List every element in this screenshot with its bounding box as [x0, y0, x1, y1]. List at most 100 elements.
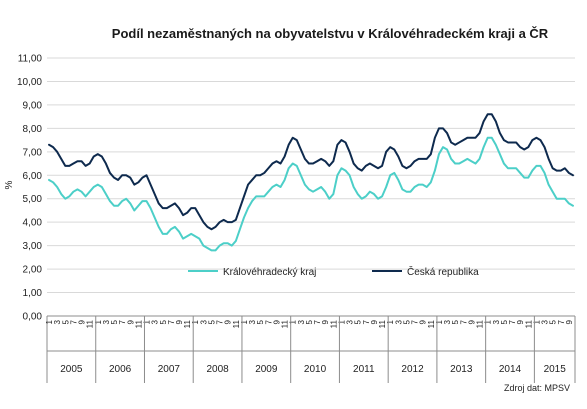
x-month-tick-label: 1: [191, 319, 200, 324]
x-month-tick-label: 5: [354, 319, 363, 324]
x-month-tick-label: 9: [175, 319, 184, 324]
y-tick-label: 5,00: [23, 194, 43, 205]
y-tick-label: 2,00: [23, 265, 43, 276]
x-month-tick-label: 7: [508, 319, 517, 324]
x-month-tick-label: 1: [532, 319, 541, 324]
x-month-tick-label: 3: [541, 319, 550, 324]
x-month-tick-label: 7: [313, 319, 322, 324]
x-month-tick-label: 5: [110, 319, 119, 324]
x-month-tick-label: 9: [516, 319, 525, 324]
x-year-label: 2015: [544, 364, 567, 375]
x-month-tick-label: 1: [289, 319, 298, 324]
x-month-tick-label: 5: [305, 319, 314, 324]
x-month-tick-label: 7: [167, 319, 176, 324]
x-month-tick-label: 1: [143, 319, 152, 324]
x-year-label: 2007: [158, 364, 181, 375]
x-month-tick-label: 3: [248, 319, 257, 324]
x-month-tick-label: 7: [216, 319, 225, 324]
series-line-cr: [48, 113, 574, 231]
x-month-tick-label: 3: [102, 319, 111, 324]
y-tick-label: 4,00: [23, 218, 43, 229]
x-month-tick-label: 1: [337, 319, 346, 324]
x-month-tick-label: 5: [61, 319, 70, 324]
x-month-tick-label: 5: [451, 319, 460, 324]
x-month-tick-label: 9: [370, 319, 379, 324]
x-month-tick-label: 3: [394, 319, 403, 324]
legend-entry: Královéhradecký kraj: [223, 267, 316, 278]
x-month-tick-label: 1: [94, 319, 103, 324]
x-year-label: 2011: [353, 364, 375, 375]
x-month-tick-label: 1: [386, 319, 395, 324]
x-month-tick-label: 11: [183, 319, 192, 328]
y-tick-label: 8,00: [23, 124, 43, 135]
y-axis-label: %: [4, 180, 15, 189]
legend: Královéhradecký kraj Česká republika: [188, 265, 479, 278]
x-month-tick-label: 11: [427, 319, 436, 328]
x-month-tick-label: 5: [549, 319, 558, 324]
x-month-tick-label: 9: [321, 319, 330, 324]
x-month-tick-label: 7: [362, 319, 371, 324]
x-month-tick-label: 7: [118, 319, 127, 324]
x-month-tick-label: 9: [419, 319, 428, 324]
x-month-tick-label: 11: [232, 319, 241, 328]
x-year-label: 2006: [109, 364, 132, 375]
x-month-tick-label: 11: [134, 319, 143, 328]
y-tick-label: 7,00: [23, 147, 43, 158]
x-month-tick-label: 1: [45, 319, 54, 324]
x-month-tick-label: 5: [402, 319, 411, 324]
x-month-tick-label: 11: [281, 319, 290, 328]
x-month-tick-label: 9: [126, 319, 135, 324]
gridlines: [47, 57, 575, 317]
x-year-label: 2014: [499, 364, 522, 375]
x-year-label: 2013: [450, 364, 473, 375]
x-year-label: 2010: [304, 364, 327, 375]
x-month-tick-label: 7: [264, 319, 273, 324]
x-year-label: 2012: [401, 364, 424, 375]
x-month-tick-label: 7: [557, 319, 566, 324]
x-month-tick-label: 5: [207, 319, 216, 324]
x-month-tick-label: 1: [484, 319, 493, 324]
x-month-tick-label: 3: [53, 319, 62, 324]
x-month-tick-label: 11: [476, 319, 485, 328]
x-month-tick-label: 3: [151, 319, 160, 324]
x-month-tick-label: 9: [224, 319, 233, 324]
x-year-label: 2008: [206, 364, 229, 375]
x-month-tick-label: 9: [272, 319, 281, 324]
y-tick-label: 11,00: [18, 54, 43, 65]
legend-entry: Česká republika: [407, 265, 479, 278]
chart-title: Podíl nezaměstnaných na obyvatelstvu v K…: [112, 26, 549, 41]
x-month-tick-label: 3: [297, 319, 306, 324]
x-month-tick-label: 9: [467, 319, 476, 324]
source-note: Zdroj dat: MPSV: [504, 383, 570, 393]
x-month-tick-label: 7: [69, 319, 78, 324]
x-month-tick-label: 5: [159, 319, 168, 324]
y-tick-label: 3,00: [23, 241, 43, 252]
x-month-tick-label: 7: [459, 319, 468, 324]
series-lines: [48, 113, 574, 252]
x-month-tick-label: 3: [443, 319, 452, 324]
x-month-tick-label: 3: [346, 319, 355, 324]
x-month-tick-label: 7: [411, 319, 420, 324]
y-tick-label: 1,00: [23, 288, 43, 299]
series-line-kralovehradecky: [48, 136, 574, 252]
x-month-tick-label: 11: [524, 319, 533, 328]
x-axis: 1 3 5 7 9 11 1 3 5 7 9 11 1 3 5 7 9 11 1 3 5 7 9 11 1 3 5 7 9 11 1 3 5 7 9…: [45, 315, 576, 383]
y-tick-label: 6,00: [23, 171, 43, 182]
x-month-tick-label: 9: [565, 319, 574, 324]
x-year-label: 2005: [60, 364, 83, 375]
y-axis-ticks: 0,00 1,00 2,00 3,00 4,00 5,00 6,00 7,00 8,00 9,00…: [17, 54, 42, 323]
x-month-tick-label: 11: [86, 319, 95, 328]
y-tick-label: 10,00: [17, 77, 42, 88]
x-month-tick-label: 11: [378, 319, 387, 328]
x-month-tick-label: 5: [500, 319, 509, 324]
x-month-tick-label: 3: [199, 319, 208, 324]
x-month-tick-label: 3: [492, 319, 501, 324]
x-month-tick-label: 1: [240, 319, 249, 324]
x-month-tick-label: 9: [78, 319, 87, 324]
x-month-tick-label: 11: [329, 319, 338, 328]
x-month-tick-label: 5: [256, 319, 265, 324]
x-month-tick-label: 1: [435, 319, 444, 324]
x-year-label: 2009: [255, 364, 278, 375]
y-tick-label: 9,00: [23, 100, 43, 111]
